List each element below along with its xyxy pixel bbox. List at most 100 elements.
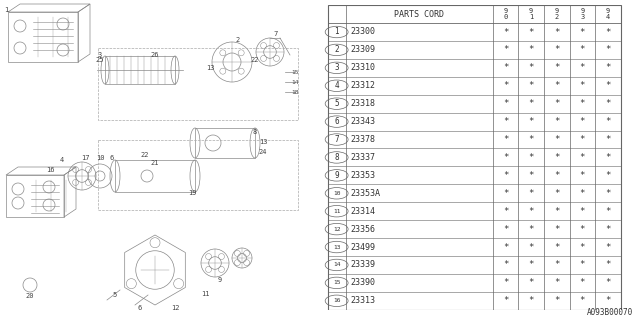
- Text: *: *: [580, 296, 585, 305]
- Text: *: *: [580, 28, 585, 36]
- Text: *: *: [580, 117, 585, 126]
- Text: *: *: [554, 99, 559, 108]
- Text: 12: 12: [171, 305, 179, 311]
- Text: *: *: [605, 171, 611, 180]
- Text: 9
2: 9 2: [555, 8, 559, 20]
- Text: 3: 3: [98, 52, 102, 58]
- Text: *: *: [554, 171, 559, 180]
- Text: *: *: [605, 296, 611, 305]
- Text: 23312: 23312: [351, 81, 376, 90]
- Text: *: *: [503, 99, 508, 108]
- Text: A093B00070: A093B00070: [588, 308, 634, 317]
- Text: 11: 11: [201, 291, 209, 297]
- Text: 6: 6: [110, 155, 114, 161]
- Text: 23309: 23309: [351, 45, 376, 54]
- Text: 5: 5: [334, 99, 339, 108]
- Text: *: *: [605, 28, 611, 36]
- Text: *: *: [580, 189, 585, 198]
- Text: 9
0: 9 0: [504, 8, 508, 20]
- Text: *: *: [554, 296, 559, 305]
- Text: 23378: 23378: [351, 135, 376, 144]
- Text: *: *: [605, 45, 611, 54]
- Text: 1: 1: [334, 28, 339, 36]
- Text: *: *: [605, 207, 611, 216]
- Text: *: *: [503, 171, 508, 180]
- Text: 21: 21: [151, 160, 159, 166]
- Text: *: *: [503, 63, 508, 72]
- Text: 7: 7: [334, 135, 339, 144]
- Text: 14: 14: [333, 262, 340, 268]
- Text: 9
1: 9 1: [529, 8, 533, 20]
- Text: *: *: [503, 278, 508, 287]
- Text: *: *: [605, 225, 611, 234]
- Text: 23300: 23300: [351, 28, 376, 36]
- Text: *: *: [605, 63, 611, 72]
- Text: 10: 10: [333, 191, 340, 196]
- Text: *: *: [503, 296, 508, 305]
- Text: *: *: [554, 153, 559, 162]
- Text: 2: 2: [236, 37, 240, 43]
- Text: 23343: 23343: [351, 117, 376, 126]
- Text: *: *: [554, 207, 559, 216]
- Text: 3: 3: [334, 63, 339, 72]
- Text: 4: 4: [334, 81, 339, 90]
- Text: *: *: [605, 117, 611, 126]
- Text: *: *: [554, 81, 559, 90]
- Text: *: *: [580, 243, 585, 252]
- Text: *: *: [529, 243, 534, 252]
- Text: *: *: [580, 99, 585, 108]
- Text: *: *: [503, 45, 508, 54]
- Text: *: *: [580, 63, 585, 72]
- Text: *: *: [554, 225, 559, 234]
- Text: 23353A: 23353A: [351, 189, 381, 198]
- Text: *: *: [580, 260, 585, 269]
- Text: *: *: [529, 135, 534, 144]
- Text: 9: 9: [218, 277, 222, 283]
- Text: 25: 25: [96, 57, 104, 63]
- Text: 5: 5: [113, 292, 117, 298]
- Text: *: *: [580, 81, 585, 90]
- Text: 19: 19: [188, 190, 196, 196]
- Text: *: *: [503, 260, 508, 269]
- Text: 15: 15: [291, 69, 299, 75]
- Text: 8: 8: [253, 129, 257, 135]
- Text: 20: 20: [26, 293, 35, 299]
- Text: 23310: 23310: [351, 63, 376, 72]
- Text: *: *: [605, 243, 611, 252]
- Text: *: *: [503, 225, 508, 234]
- Text: 22: 22: [141, 152, 149, 158]
- Text: 23353: 23353: [351, 171, 376, 180]
- Text: 14: 14: [291, 79, 299, 84]
- Text: 13: 13: [333, 244, 340, 250]
- Text: *: *: [554, 117, 559, 126]
- Text: PARTS CORD: PARTS CORD: [394, 10, 444, 19]
- Text: 9
4: 9 4: [606, 8, 610, 20]
- Text: *: *: [529, 189, 534, 198]
- Text: 10: 10: [96, 155, 104, 161]
- Text: *: *: [605, 153, 611, 162]
- Text: 24: 24: [259, 149, 268, 155]
- Text: *: *: [554, 278, 559, 287]
- Text: *: *: [503, 117, 508, 126]
- Text: *: *: [529, 225, 534, 234]
- Text: *: *: [529, 81, 534, 90]
- Text: *: *: [503, 153, 508, 162]
- Text: 23499: 23499: [351, 243, 376, 252]
- Text: 6: 6: [334, 117, 339, 126]
- Text: 23314: 23314: [351, 207, 376, 216]
- Text: *: *: [554, 189, 559, 198]
- Text: *: *: [580, 45, 585, 54]
- Text: *: *: [529, 260, 534, 269]
- Text: *: *: [503, 207, 508, 216]
- Text: 23337: 23337: [351, 153, 376, 162]
- Text: *: *: [529, 117, 534, 126]
- Text: *: *: [605, 278, 611, 287]
- Text: 12: 12: [333, 227, 340, 232]
- Text: *: *: [529, 171, 534, 180]
- Text: *: *: [554, 243, 559, 252]
- Text: 11: 11: [333, 209, 340, 214]
- Text: 23318: 23318: [351, 99, 376, 108]
- Text: *: *: [503, 81, 508, 90]
- Text: *: *: [605, 189, 611, 198]
- Text: *: *: [529, 153, 534, 162]
